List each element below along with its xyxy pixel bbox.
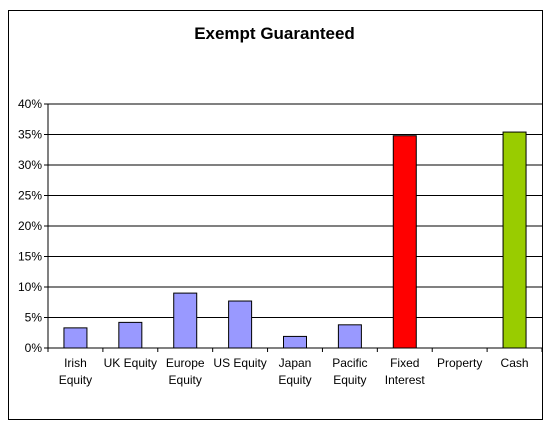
- y-tick-label-0: 0%: [25, 341, 43, 355]
- x-tick-label-7-0: Property: [437, 356, 482, 370]
- x-tick-label-0-1: Equity: [59, 373, 92, 387]
- x-tick-label-0-0: Irish: [64, 356, 87, 370]
- x-tick-label-8-0: Cash: [501, 356, 529, 370]
- y-tick-label-3: 15%: [18, 250, 42, 264]
- x-tick-label-3-0: US Equity: [213, 356, 266, 370]
- y-tick-label-8: 40%: [18, 97, 42, 111]
- x-tick-label-4-1: Equity: [278, 373, 311, 387]
- x-tick-label-5-0: Pacific: [332, 356, 367, 370]
- x-tick-label-1-0: UK Equity: [104, 356, 157, 370]
- bar-0: [63, 327, 88, 349]
- x-tick-label-2-0: Europe: [166, 356, 205, 370]
- x-tick-label-5-1: Equity: [333, 373, 366, 387]
- x-tick-label-2-1: Equity: [169, 373, 202, 387]
- y-tick-label-4: 20%: [18, 219, 42, 233]
- bar-8: [502, 131, 527, 349]
- bar-5: [337, 324, 362, 349]
- bar-3: [228, 300, 253, 349]
- x-tick-label-6-0: Fixed: [390, 356, 419, 370]
- y-tick-label-5: 25%: [18, 189, 42, 203]
- y-tick-label-6: 30%: [18, 158, 42, 172]
- x-tick-label-4-0: Japan: [279, 356, 312, 370]
- y-tick-label-7: 35%: [18, 128, 42, 142]
- chart-area: [8, 10, 543, 420]
- bar-2: [173, 292, 198, 349]
- y-tick-label-1: 5%: [25, 311, 43, 325]
- bar-1: [118, 321, 143, 349]
- bar-6: [392, 135, 417, 349]
- x-tick-label-6-1: Interest: [385, 373, 426, 387]
- y-tick-label-2: 10%: [18, 280, 42, 294]
- bar-4: [283, 335, 307, 349]
- chart-title: Exempt Guaranteed: [194, 24, 355, 43]
